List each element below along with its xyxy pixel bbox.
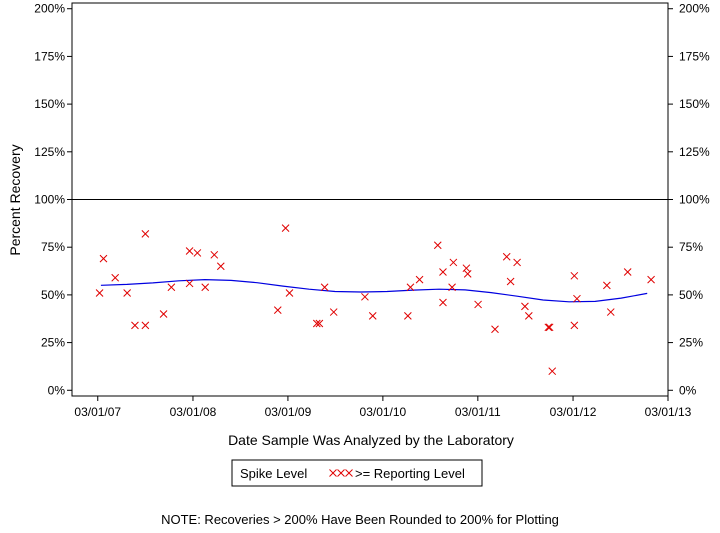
data-point: [433, 241, 442, 250]
y-tick-label-right: 200%: [679, 2, 710, 16]
x-tick-label: 03/01/11: [455, 405, 501, 419]
data-point: [439, 298, 447, 307]
y-axis-left: 0% 25% 50% 75% 100% 125% 150% 175% 200%: [34, 2, 72, 397]
data-point: [285, 289, 294, 297]
data-point: [506, 277, 515, 286]
y-tick-label-left: 25%: [41, 336, 65, 350]
data-point: [403, 312, 412, 320]
data-point: [623, 268, 632, 276]
data-point: [448, 283, 456, 292]
data-point: [185, 247, 194, 255]
y-tick-label-right: 50%: [679, 288, 703, 302]
data-point: [315, 319, 324, 328]
legend-box: [231, 459, 483, 487]
y-tick-label-left: 100%: [34, 193, 65, 207]
y-tick-label-left: 175%: [34, 49, 65, 63]
trend-layer: [100, 278, 648, 303]
legend-x-mark: [345, 469, 353, 477]
legend: Spike Level >= Reporting Level: [231, 459, 483, 487]
data-point: [406, 283, 415, 292]
legend-x-mark: [329, 469, 337, 477]
data-point: [216, 262, 225, 271]
data-point: [606, 308, 615, 316]
data-point: [99, 254, 108, 263]
x-axis-title: Date Sample Was Analyzed by the Laborato…: [228, 432, 514, 448]
data-point: [491, 325, 499, 334]
data-point: [463, 270, 472, 278]
data-point: [281, 224, 290, 232]
y-tick-label-left: 125%: [34, 145, 65, 159]
y-tick-label-right: 75%: [679, 240, 703, 254]
data-point: [647, 275, 655, 284]
data-point: [548, 367, 557, 376]
y-axis-right: 0% 25% 50% 75% 100% 125% 150% 175% 200%: [668, 2, 710, 397]
data-point: [545, 323, 554, 332]
data-point: [544, 323, 553, 332]
x-tick-label: 03/01/07: [74, 405, 121, 419]
data-point: [193, 249, 202, 257]
data-point: [159, 310, 168, 318]
x-tick-label: 03/01/10: [360, 405, 407, 419]
y-axis-title: Percent Recovery: [7, 144, 23, 255]
data-point: [524, 312, 533, 320]
y-tick-label-left: 200%: [34, 2, 65, 16]
data-point: [368, 312, 377, 320]
x-axis: 03/01/07 03/01/08 03/01/09 03/01/10 03/01/11…: [74, 396, 692, 419]
data-point: [449, 258, 458, 267]
data-point: [312, 319, 321, 328]
data-point: [210, 250, 219, 259]
data-point: [329, 308, 338, 316]
data-point: [570, 321, 579, 330]
data-point: [573, 294, 581, 303]
data-point: [361, 292, 369, 301]
y-tick-label-left: 150%: [34, 97, 65, 111]
data-point: [111, 273, 120, 282]
data-point: [502, 252, 511, 261]
data-point: [320, 283, 329, 292]
legend-symbol-xxx: [329, 469, 353, 477]
y-tick-label-right: 175%: [679, 49, 710, 63]
y-tick-label-right: 0%: [679, 383, 697, 397]
data-point: [95, 289, 104, 297]
plot-note: NOTE: Recoveries > 200% Have Been Rounde…: [161, 512, 559, 527]
legend-label-reporting: >= Reporting Level: [355, 466, 465, 481]
data-point: [474, 300, 482, 309]
data-point: [131, 321, 139, 330]
data-point: [273, 306, 282, 315]
y-tick-label-right: 125%: [679, 145, 710, 159]
data-point: [513, 258, 521, 267]
data-point: [415, 275, 424, 284]
data-point: [439, 268, 447, 276]
data-point: [521, 302, 529, 311]
y-tick-label-right: 150%: [679, 97, 710, 111]
data-point: [603, 281, 611, 290]
x-tick-label: 03/01/12: [550, 405, 597, 419]
data-point: [570, 271, 579, 280]
y-tick-label-left: 75%: [41, 240, 65, 254]
data-point: [141, 321, 150, 330]
data-point: [167, 283, 176, 292]
trend-line: [100, 278, 648, 303]
legend-x-mark: [337, 469, 345, 477]
data-point: [141, 229, 150, 238]
data-point: [462, 264, 471, 273]
y-tick-label-left: 50%: [41, 288, 65, 302]
x-tick-label: 03/01/08: [170, 405, 217, 419]
y-tick-label-right: 25%: [679, 336, 703, 350]
points-layer: [95, 224, 655, 376]
legend-label-spike: Spike Level: [240, 466, 307, 481]
y-tick-label-right: 100%: [679, 193, 710, 207]
data-point: [201, 283, 210, 292]
x-tick-label: 03/01/09: [265, 405, 312, 419]
x-tick-label: 03/01/13: [645, 405, 692, 419]
y-tick-label-left: 0%: [48, 383, 66, 397]
data-point: [185, 279, 194, 288]
data-point: [123, 289, 132, 297]
